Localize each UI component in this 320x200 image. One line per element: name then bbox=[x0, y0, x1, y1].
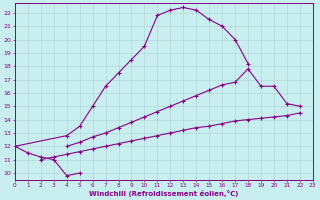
X-axis label: Windchill (Refroidissement éolien,°C): Windchill (Refroidissement éolien,°C) bbox=[89, 190, 238, 197]
